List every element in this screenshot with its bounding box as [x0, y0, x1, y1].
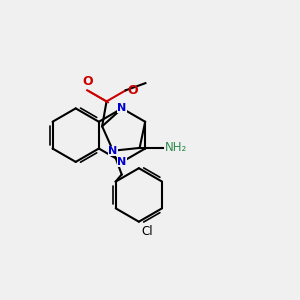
Text: N: N [117, 103, 127, 113]
Text: O: O [127, 84, 138, 97]
Text: N: N [108, 146, 118, 156]
Text: O: O [82, 75, 92, 88]
Text: Cl: Cl [142, 225, 154, 238]
Text: NH₂: NH₂ [165, 141, 187, 154]
Text: N: N [117, 157, 127, 167]
